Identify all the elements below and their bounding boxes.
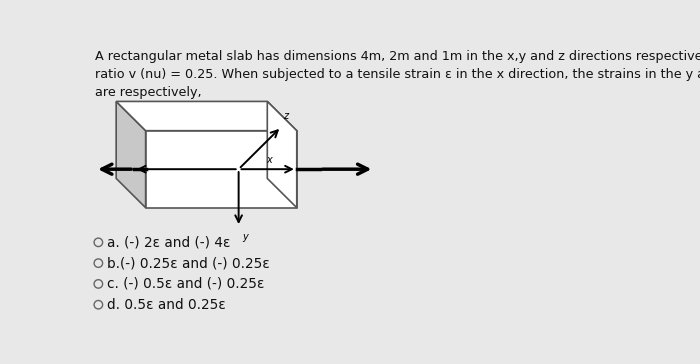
Text: A rectangular metal slab has dimensions 4m, 2m and 1m in the x,y and z direction: A rectangular metal slab has dimensions … (95, 50, 700, 99)
Polygon shape (116, 102, 297, 131)
Polygon shape (146, 131, 297, 208)
Text: x: x (267, 155, 272, 165)
Text: d. 0.5ε and 0.25ε: d. 0.5ε and 0.25ε (107, 298, 225, 312)
Text: y: y (242, 232, 248, 242)
Text: c. (-) 0.5ε and (-) 0.25ε: c. (-) 0.5ε and (-) 0.25ε (107, 277, 265, 291)
Polygon shape (116, 102, 146, 208)
Polygon shape (267, 102, 297, 208)
Text: a. (-) 2ε and (-) 4ε: a. (-) 2ε and (-) 4ε (107, 236, 230, 249)
Text: z: z (283, 111, 288, 122)
Text: b.(-) 0.25ε and (-) 0.25ε: b.(-) 0.25ε and (-) 0.25ε (107, 256, 270, 270)
